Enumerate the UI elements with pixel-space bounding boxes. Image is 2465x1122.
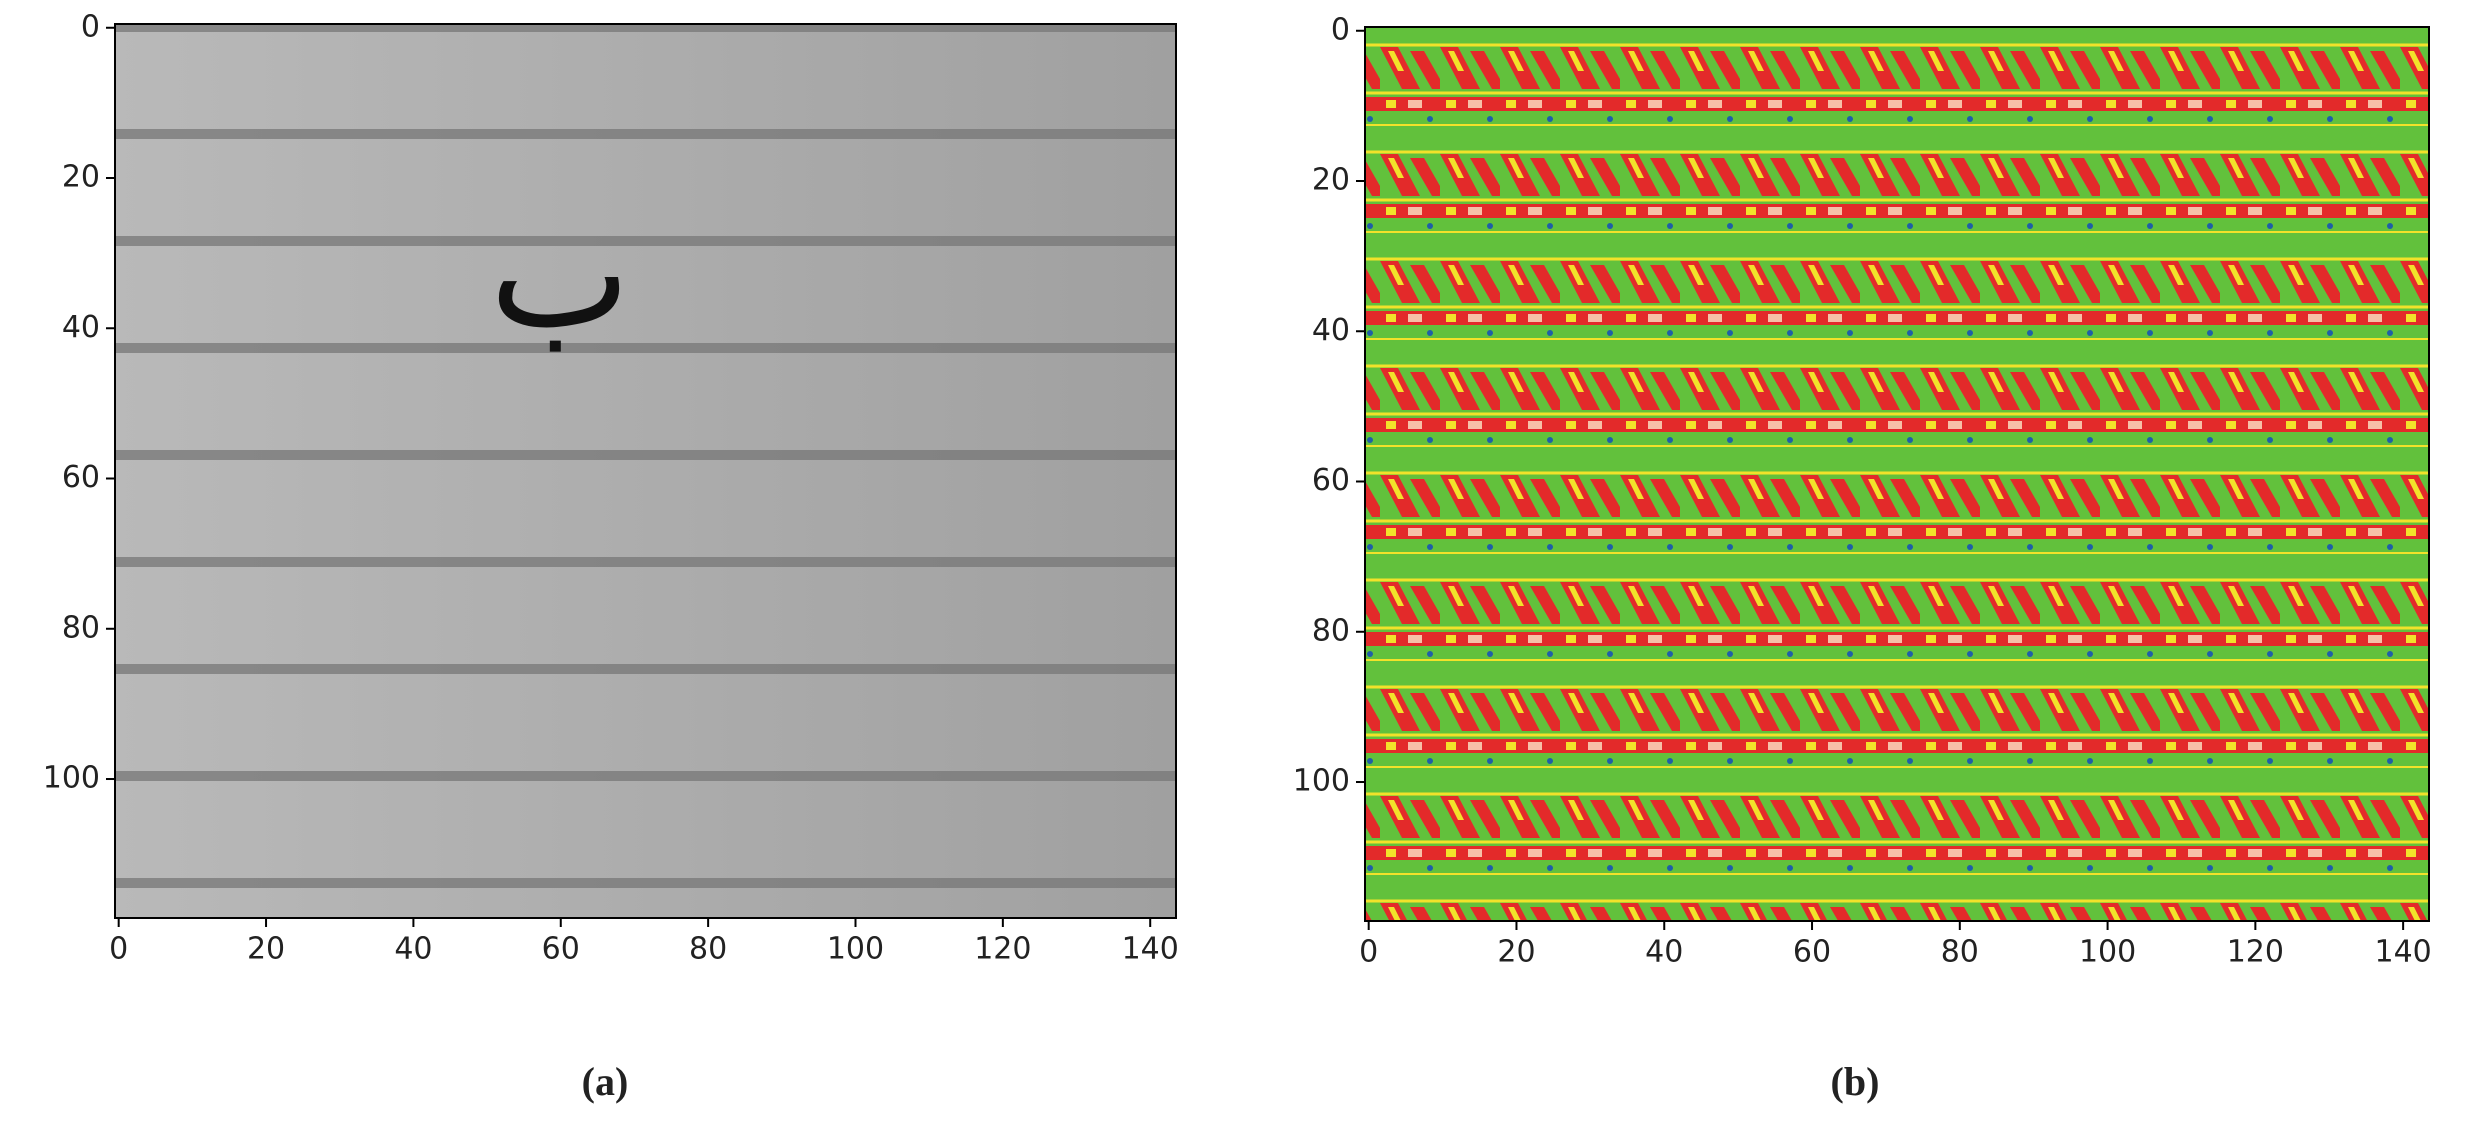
x-tick-label: 120 — [974, 932, 1031, 967]
x-tick-label: 0 — [1359, 935, 1378, 970]
y-tick-label: 80 — [62, 610, 100, 645]
image-stripes — [115, 24, 1176, 918]
y-tick-label: 40 — [62, 310, 100, 345]
x-tick-label: 60 — [1793, 935, 1831, 970]
x-tick-label: 0 — [109, 932, 128, 967]
heatmap-pattern — [1365, 27, 2429, 921]
caption: (a) — [582, 1059, 629, 1104]
x-tick-label: 60 — [542, 932, 580, 967]
x-tick-label: 120 — [2227, 935, 2284, 970]
image-glyph: ب — [489, 188, 630, 362]
y-tick-label: 0 — [81, 9, 100, 44]
y-tick-label: 100 — [1293, 764, 1350, 799]
y-tick-label: 20 — [62, 160, 100, 195]
x-tick-label: 100 — [827, 932, 884, 967]
x-tick-label: 80 — [689, 932, 727, 967]
y-tick-label: 60 — [62, 460, 100, 495]
caption: (b) — [1831, 1059, 1880, 1104]
x-tick-label: 20 — [1497, 935, 1535, 970]
image-b — [1365, 27, 2429, 921]
x-tick-label: 100 — [2079, 935, 2136, 970]
x-tick-label: 140 — [1122, 932, 1179, 967]
x-tick-label: 140 — [2375, 935, 2432, 970]
y-tick-label: 20 — [1312, 163, 1350, 198]
y-tick-label: 60 — [1312, 463, 1350, 498]
x-tick-label: 40 — [394, 932, 432, 967]
x-tick-label: 80 — [1941, 935, 1979, 970]
axes-frame — [114, 23, 1177, 919]
x-tick-label: 20 — [247, 932, 285, 967]
image-a: ب — [115, 24, 1176, 918]
y-tick-label: 80 — [1312, 613, 1350, 648]
axes-frame — [1364, 26, 2430, 922]
y-tick-label: 0 — [1331, 12, 1350, 47]
y-tick-label: 100 — [43, 761, 100, 796]
x-tick-label: 40 — [1645, 935, 1683, 970]
y-tick-label: 40 — [1312, 313, 1350, 348]
